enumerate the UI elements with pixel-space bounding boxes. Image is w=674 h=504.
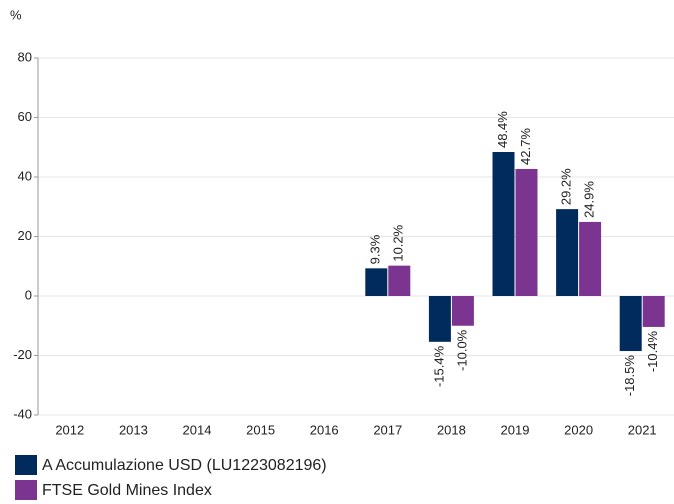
x-tick-label: 2016 <box>310 422 339 437</box>
value-label: 42.7% <box>518 128 533 165</box>
value-label: -18.5% <box>622 355 637 397</box>
x-tick-label: 2013 <box>119 422 148 437</box>
x-tick-label: 2017 <box>373 422 402 437</box>
x-tick-label: 2019 <box>501 422 530 437</box>
y-tick-label: 20 <box>18 228 32 243</box>
value-label: 10.2% <box>391 224 406 261</box>
legend-swatch <box>15 480 37 500</box>
bar <box>515 168 538 296</box>
value-label: -10.0% <box>454 329 469 371</box>
value-label: 29.2% <box>559 168 574 205</box>
y-tick-label: -20 <box>13 347 32 362</box>
legend-text: FTSE Gold Mines Index <box>42 482 212 499</box>
x-tick-label: 2021 <box>628 422 657 437</box>
x-tick-label: 2018 <box>437 422 466 437</box>
x-tick-label: 2015 <box>246 422 275 437</box>
value-label: 9.3% <box>368 234 383 264</box>
bar <box>428 296 451 342</box>
bar <box>579 221 602 296</box>
bar <box>388 265 411 296</box>
value-label: -10.4% <box>645 331 660 373</box>
y-tick-label: 80 <box>18 49 32 64</box>
bar <box>556 209 579 296</box>
y-axis-label: % <box>10 7 22 22</box>
bar <box>451 296 474 326</box>
legend-text: A Accumulazione USD (LU1223082196) <box>42 457 327 474</box>
y-tick-label: 40 <box>18 168 32 183</box>
x-tick-label: 2012 <box>55 422 84 437</box>
legend-swatch <box>15 455 37 475</box>
x-tick-label: 2020 <box>564 422 593 437</box>
value-label: 24.9% <box>582 181 597 218</box>
bar <box>365 268 388 296</box>
y-tick-label: -40 <box>13 406 32 421</box>
bar <box>492 152 515 296</box>
value-label: 48.4% <box>495 111 510 148</box>
bar <box>642 296 665 327</box>
bar <box>619 296 642 352</box>
y-tick-label: 60 <box>18 109 32 124</box>
x-tick-label: 2014 <box>183 422 212 437</box>
y-tick-label: 0 <box>25 287 32 302</box>
value-label: -15.4% <box>431 345 446 387</box>
